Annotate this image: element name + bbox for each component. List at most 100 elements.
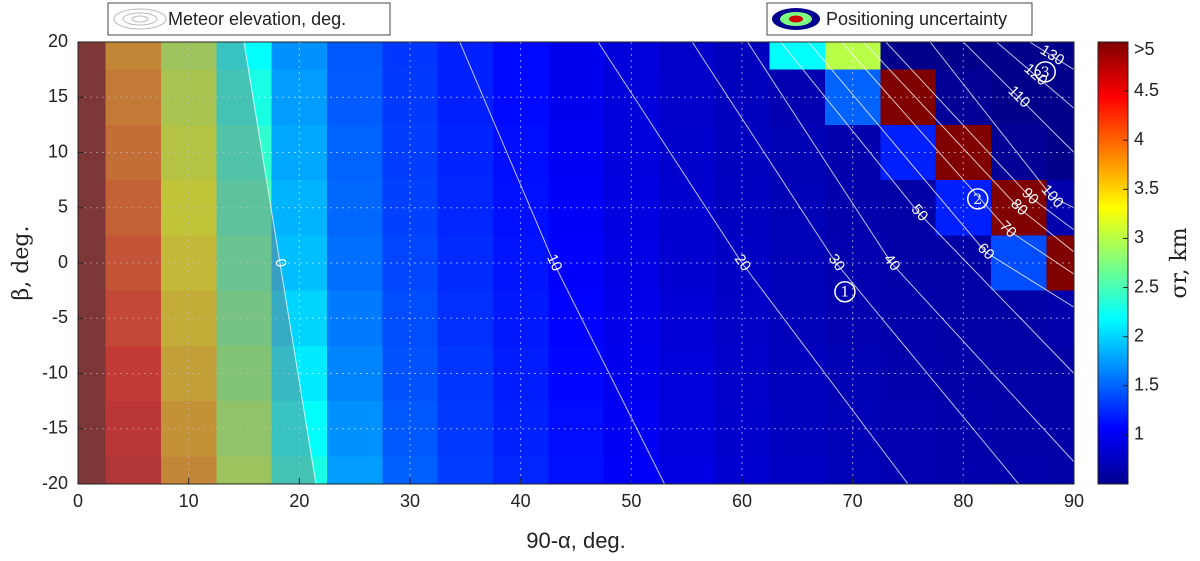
- heat-cell: [769, 456, 826, 484]
- contour-label: 0: [271, 257, 289, 268]
- x-tick-label: 70: [843, 491, 863, 511]
- marker-circle: [966, 188, 989, 210]
- heat-cell: [437, 235, 494, 292]
- y-tick-label: 20: [48, 31, 68, 51]
- y-tick-label: 15: [48, 86, 68, 106]
- heat-cell: [78, 42, 107, 71]
- heat-cell: [548, 456, 605, 484]
- legend-uncertainty: Positioning uncertainty: [766, 2, 1033, 36]
- heat-cell: [437, 69, 494, 126]
- legend-label: Meteor elevation, deg.: [168, 9, 346, 29]
- contour-label: 40: [880, 251, 904, 275]
- heat-cell: [1046, 42, 1074, 71]
- heat-cell: [769, 42, 826, 71]
- elevation-contour: [691, 42, 1020, 484]
- legend-icon: [131, 15, 149, 23]
- heat-cell: [548, 42, 605, 71]
- heat-cell: [437, 401, 494, 457]
- heat-cell: [216, 235, 273, 292]
- y-tick-label: -20: [42, 473, 68, 493]
- point-marker: 2: [966, 188, 989, 210]
- legend-icon: [789, 15, 803, 23]
- elevation-contour: [1029, 42, 1074, 71]
- heat-cell: [161, 401, 217, 457]
- colorbar-tick-label: 2: [1134, 325, 1144, 345]
- marker-label: 2: [973, 192, 982, 208]
- heat-cell: [659, 345, 715, 402]
- point-marker: 3: [1034, 61, 1056, 83]
- heat-cell: [991, 124, 1047, 181]
- colorbar-tick-label: 3: [1134, 227, 1144, 247]
- colorbar-tick-label: 3.5: [1134, 178, 1159, 198]
- legend-elevation: Meteor elevation, deg.: [107, 2, 391, 36]
- heat-cell: [437, 456, 494, 484]
- heat-cell: [991, 456, 1047, 484]
- marker-label: 3: [1041, 65, 1050, 81]
- heat-cell: [216, 69, 273, 126]
- elevation-contour: [929, 42, 1074, 209]
- heat-cell: [437, 180, 494, 236]
- contour-label: 10: [543, 252, 565, 274]
- heat-cell: [935, 42, 992, 71]
- colorbar-tick-label: 2.5: [1134, 276, 1159, 296]
- heat-cell: [991, 235, 1047, 292]
- colorbar-tick-label: 4.5: [1134, 80, 1159, 100]
- elevation-contour: [808, 42, 1074, 308]
- heat-cell: [437, 124, 494, 181]
- heat-cell: [382, 42, 439, 71]
- elevation-contour: [597, 42, 909, 484]
- elevation-contour: [885, 42, 1074, 231]
- elevation-contour: [841, 42, 1074, 275]
- elevation-contour: [863, 42, 1074, 253]
- heat-cell: [659, 290, 715, 347]
- elevation-contour: [962, 42, 1074, 153]
- colorbar-label: σr, km: [1167, 227, 1192, 298]
- heat-cell: [659, 456, 715, 484]
- heat-cell: [659, 42, 715, 71]
- heat-cell: [493, 235, 549, 292]
- elevation-contour: [459, 42, 665, 484]
- heat-cell: [216, 345, 273, 402]
- heat-cell: [991, 401, 1047, 457]
- y-axis-label: β, deg.: [9, 226, 34, 301]
- marker-label: 1: [840, 285, 849, 301]
- point-marker: 1: [834, 280, 856, 303]
- y-tick-label: 0: [58, 252, 68, 272]
- colorbar-tick-label: 1.5: [1134, 375, 1159, 395]
- heat-cell: [161, 180, 217, 236]
- x-tick-label: 60: [732, 491, 752, 511]
- heat-cell: [714, 401, 771, 457]
- heat-cell: [161, 124, 217, 181]
- x-tick-label: 10: [179, 491, 199, 511]
- heat-cell: [493, 124, 549, 181]
- x-tick-label: 90: [1064, 491, 1084, 511]
- heat-cell: [78, 456, 107, 484]
- heat-cell: [935, 401, 992, 457]
- heat-cell: [216, 290, 273, 347]
- heat-cell: [935, 235, 992, 292]
- heat-cell: [216, 401, 273, 457]
- x-tick-label: 0: [73, 491, 83, 511]
- heat-cell: [437, 345, 494, 402]
- heat-cell: [935, 124, 992, 181]
- heat-cell: [437, 290, 494, 347]
- heat-cell: [161, 42, 217, 71]
- heat-cell: [659, 180, 715, 236]
- heat-cell: [327, 42, 383, 71]
- contour-label: 30: [825, 251, 849, 275]
- heat-cell: [714, 180, 771, 236]
- below-horizon-shade: [78, 42, 316, 484]
- x-tick-label: 50: [621, 491, 641, 511]
- heat-cell: [659, 124, 715, 181]
- heat-cell: [659, 235, 715, 292]
- heat-cell: [216, 180, 273, 236]
- marker-circle: [1034, 61, 1056, 83]
- heat-cell: [991, 290, 1047, 347]
- x-tick-label: 40: [511, 491, 531, 511]
- contour-label: 20: [731, 251, 754, 274]
- heat-cell: [161, 235, 217, 292]
- y-tick-label: -10: [42, 362, 68, 382]
- heat-cell: [659, 401, 715, 457]
- legend-icon: [113, 8, 167, 30]
